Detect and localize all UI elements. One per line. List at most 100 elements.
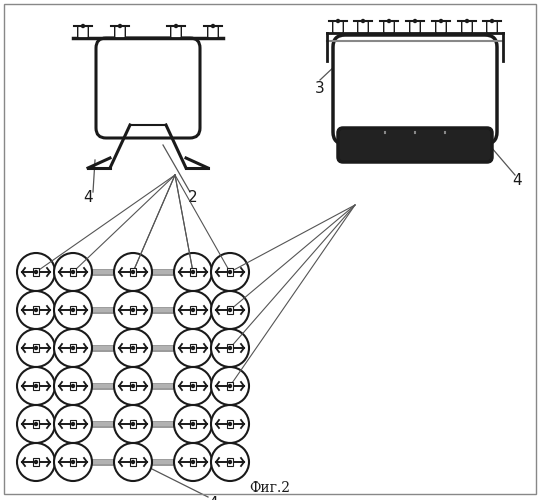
Circle shape: [211, 253, 249, 291]
Circle shape: [54, 367, 92, 405]
Circle shape: [211, 405, 249, 443]
Circle shape: [174, 329, 212, 367]
Circle shape: [71, 270, 75, 274]
Circle shape: [114, 443, 152, 481]
Bar: [70, 306, 76, 314]
Circle shape: [361, 20, 365, 22]
Circle shape: [114, 367, 152, 405]
FancyBboxPatch shape: [208, 26, 218, 38]
FancyBboxPatch shape: [333, 21, 343, 33]
Bar: [70, 382, 76, 390]
Circle shape: [414, 20, 416, 22]
Bar: [70, 420, 76, 428]
Bar: [190, 382, 196, 390]
Circle shape: [118, 24, 122, 28]
Circle shape: [17, 253, 55, 291]
Circle shape: [35, 308, 37, 312]
FancyBboxPatch shape: [96, 38, 200, 138]
Circle shape: [228, 270, 232, 274]
FancyBboxPatch shape: [410, 21, 420, 33]
Bar: [130, 382, 136, 390]
Circle shape: [211, 443, 249, 481]
Bar: [190, 420, 196, 428]
Circle shape: [71, 308, 75, 312]
Circle shape: [211, 329, 249, 367]
Bar: [33, 344, 39, 352]
Circle shape: [132, 384, 134, 388]
Bar: [227, 306, 233, 314]
Circle shape: [17, 367, 55, 405]
Circle shape: [440, 20, 442, 22]
Circle shape: [71, 346, 75, 350]
Bar: [227, 420, 233, 428]
Circle shape: [35, 384, 37, 388]
Bar: [33, 420, 39, 428]
Circle shape: [228, 460, 232, 464]
Circle shape: [132, 270, 134, 274]
Circle shape: [71, 384, 75, 388]
Text: 2: 2: [188, 190, 198, 205]
Circle shape: [54, 443, 92, 481]
Circle shape: [174, 253, 212, 291]
Circle shape: [35, 270, 37, 274]
Circle shape: [71, 460, 75, 464]
Circle shape: [114, 405, 152, 443]
Circle shape: [174, 24, 178, 28]
Text: 4: 4: [83, 190, 93, 205]
FancyBboxPatch shape: [462, 21, 472, 33]
Circle shape: [17, 443, 55, 481]
Circle shape: [228, 308, 232, 312]
FancyBboxPatch shape: [384, 21, 394, 33]
Bar: [190, 458, 196, 466]
Circle shape: [17, 291, 55, 329]
Bar: [130, 344, 136, 352]
Circle shape: [212, 24, 214, 28]
Circle shape: [35, 460, 37, 464]
Circle shape: [132, 460, 134, 464]
Bar: [70, 344, 76, 352]
FancyBboxPatch shape: [78, 26, 89, 38]
Text: 4: 4: [208, 496, 218, 500]
Circle shape: [211, 291, 249, 329]
Circle shape: [54, 405, 92, 443]
Bar: [227, 268, 233, 276]
Circle shape: [192, 308, 194, 312]
Circle shape: [228, 422, 232, 426]
Circle shape: [192, 270, 194, 274]
Circle shape: [114, 329, 152, 367]
Bar: [227, 458, 233, 466]
Bar: [190, 306, 196, 314]
Circle shape: [490, 20, 494, 22]
Circle shape: [174, 405, 212, 443]
FancyBboxPatch shape: [436, 21, 446, 33]
Circle shape: [54, 291, 92, 329]
FancyBboxPatch shape: [114, 26, 125, 38]
Bar: [70, 458, 76, 466]
Circle shape: [192, 422, 194, 426]
Bar: [33, 458, 39, 466]
Circle shape: [192, 346, 194, 350]
Circle shape: [17, 405, 55, 443]
FancyBboxPatch shape: [171, 26, 181, 38]
Bar: [130, 420, 136, 428]
Circle shape: [174, 367, 212, 405]
Bar: [130, 268, 136, 276]
FancyBboxPatch shape: [333, 35, 497, 144]
Circle shape: [192, 460, 194, 464]
Circle shape: [174, 443, 212, 481]
Bar: [33, 306, 39, 314]
FancyBboxPatch shape: [357, 21, 368, 33]
Circle shape: [35, 346, 37, 350]
Text: 3: 3: [315, 81, 325, 96]
Circle shape: [35, 422, 37, 426]
Circle shape: [54, 329, 92, 367]
FancyBboxPatch shape: [338, 128, 492, 162]
Circle shape: [465, 20, 469, 22]
Circle shape: [132, 346, 134, 350]
Circle shape: [17, 329, 55, 367]
Text: 1: 1: [468, 113, 478, 128]
Circle shape: [228, 384, 232, 388]
Bar: [190, 268, 196, 276]
Bar: [130, 306, 136, 314]
Circle shape: [174, 291, 212, 329]
